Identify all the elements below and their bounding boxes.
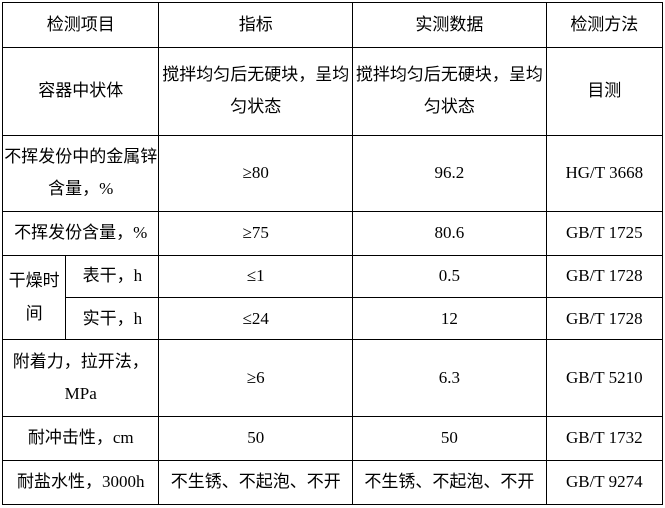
table-row: 耐冲击性，cm 50 50 GB/T 1732 xyxy=(3,416,663,460)
table-row: 附着力，拉开法，MPa ≥6 6.3 GB/T 5210 xyxy=(3,340,663,416)
cell-method: HG/T 3668 xyxy=(546,135,662,211)
cell-measured: 0.5 xyxy=(353,255,547,297)
cell-spec: 不生锈、不起泡、不开 xyxy=(159,460,353,504)
cell-method: GB/T 1725 xyxy=(546,211,662,255)
table-row: 不挥发份中的金属锌含量，% ≥80 96.2 HG/T 3668 xyxy=(3,135,663,211)
table-row: 实干，h ≤24 12 GB/T 1728 xyxy=(3,298,663,340)
header-item: 检测项目 xyxy=(3,3,159,48)
table-row: 容器中状体 搅拌均匀后无硬块，呈均匀状态 搅拌均匀后无硬块，呈均匀状态 目测 xyxy=(3,48,663,135)
header-method: 检测方法 xyxy=(546,3,662,48)
cell-measured: 12 xyxy=(353,298,547,340)
cell-spec: ≤1 xyxy=(159,255,353,297)
header-spec: 指标 xyxy=(159,3,353,48)
cell-measured: 不生锈、不起泡、不开 xyxy=(353,460,547,504)
header-measured: 实测数据 xyxy=(353,3,547,48)
cell-measured: 80.6 xyxy=(353,211,547,255)
table-row: 耐盐水性，3000h 不生锈、不起泡、不开 不生锈、不起泡、不开 GB/T 92… xyxy=(3,460,663,504)
cell-sub: 表干，h xyxy=(66,255,159,297)
cell-item: 容器中状体 xyxy=(3,48,159,135)
header-row: 检测项目 指标 实测数据 检测方法 xyxy=(3,3,663,48)
cell-item: 耐冲击性，cm xyxy=(3,416,159,460)
cell-method: GB/T 1732 xyxy=(546,416,662,460)
cell-item: 附着力，拉开法，MPa xyxy=(3,340,159,416)
cell-method: 目测 xyxy=(546,48,662,135)
spec-table: 检测项目 指标 实测数据 检测方法 容器中状体 搅拌均匀后无硬块，呈均匀状态 搅… xyxy=(2,2,663,505)
cell-measured: 搅拌均匀后无硬块，呈均匀状态 xyxy=(353,48,547,135)
cell-item: 不挥发份中的金属锌含量，% xyxy=(3,135,159,211)
cell-measured: 50 xyxy=(353,416,547,460)
cell-spec: ≥6 xyxy=(159,340,353,416)
table-row: 不挥发份含量，% ≥75 80.6 GB/T 1725 xyxy=(3,211,663,255)
cell-spec: ≥75 xyxy=(159,211,353,255)
cell-spec: ≥80 xyxy=(159,135,353,211)
cell-method: GB/T 9274 xyxy=(546,460,662,504)
cell-item: 耐盐水性，3000h xyxy=(3,460,159,504)
cell-method: GB/T 1728 xyxy=(546,255,662,297)
cell-measured: 96.2 xyxy=(353,135,547,211)
cell-method: GB/T 5210 xyxy=(546,340,662,416)
cell-sub: 实干，h xyxy=(66,298,159,340)
cell-item: 不挥发份含量，% xyxy=(3,211,159,255)
cell-spec: ≤24 xyxy=(159,298,353,340)
cell-method: GB/T 1728 xyxy=(546,298,662,340)
cell-measured: 6.3 xyxy=(353,340,547,416)
cell-spec: 搅拌均匀后无硬块，呈均匀状态 xyxy=(159,48,353,135)
table-row: 干燥时间 表干，h ≤1 0.5 GB/T 1728 xyxy=(3,255,663,297)
cell-group: 干燥时间 xyxy=(3,255,66,339)
cell-spec: 50 xyxy=(159,416,353,460)
